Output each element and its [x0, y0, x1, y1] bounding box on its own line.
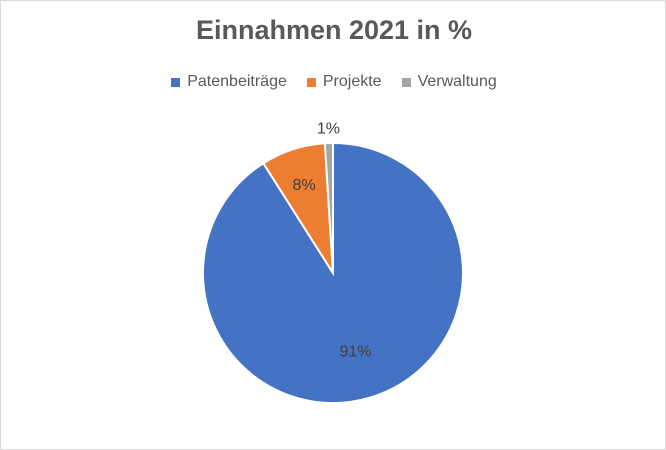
- legend-item-projekte: Projekte: [306, 73, 382, 91]
- data-label-patenbeitraege: 91%: [339, 343, 371, 360]
- pie-slice-verwaltung: [323, 141, 334, 274]
- legend-swatch-patenbeitraege: [171, 77, 181, 87]
- legend-swatch-verwaltung: [401, 77, 411, 87]
- legend-label-patenbeitraege: Patenbeiträge: [187, 73, 287, 90]
- legend-swatch-projekte: [306, 77, 316, 87]
- legend-label-projekte: Projekte: [322, 73, 382, 90]
- legend-label-verwaltung: Verwaltung: [417, 73, 497, 90]
- chart-legend: Patenbeiträge Projekte Verwaltung: [1, 73, 666, 91]
- legend-item-patenbeitraege: Patenbeiträge: [171, 73, 287, 91]
- chart-title: Einnahmen 2021 in %: [195, 15, 473, 45]
- data-label-projekte: 8%: [293, 177, 316, 194]
- data-label-verwaltung: 1%: [317, 120, 340, 137]
- pie-slice-patenbeitraege: [202, 141, 464, 404]
- legend-item-verwaltung: Verwaltung: [401, 73, 497, 91]
